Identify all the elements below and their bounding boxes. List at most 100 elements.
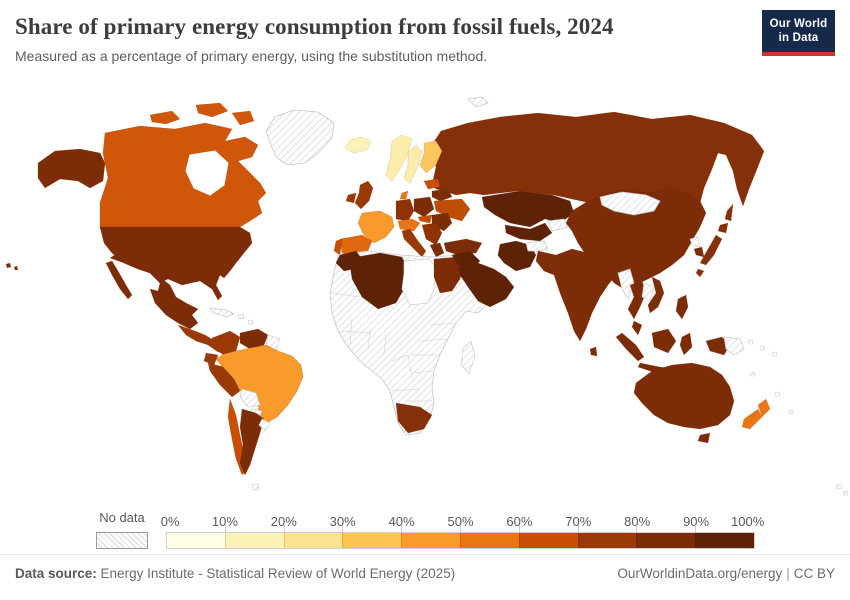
country-vietnam[interactable] xyxy=(647,276,665,314)
country-finland[interactable] xyxy=(419,140,443,174)
legend-color-bar xyxy=(166,525,755,549)
legend-bin[interactable] xyxy=(577,525,637,548)
country-ukraine[interactable] xyxy=(433,198,471,222)
region-kyrgyzstan-tajikistan[interactable] xyxy=(547,218,569,232)
legend-tick-label: 80% xyxy=(624,514,651,529)
country-malaysia[interactable] xyxy=(631,320,643,336)
country-usa-hawaii[interactable] xyxy=(6,263,18,270)
legend-bin[interactable] xyxy=(695,525,754,548)
data-source: Data source: Energy Institute - Statisti… xyxy=(15,566,455,581)
legend-no-data-swatch[interactable] xyxy=(96,532,148,549)
country-cuba[interactable] xyxy=(209,307,235,318)
country-japan[interactable] xyxy=(695,222,729,278)
caribbean-islands[interactable] xyxy=(237,313,254,325)
country-poland[interactable] xyxy=(413,196,435,218)
region-baltic-states[interactable] xyxy=(423,178,441,190)
country-italy[interactable] xyxy=(401,228,427,258)
country-bolivia[interactable] xyxy=(239,388,261,408)
country-uruguay[interactable] xyxy=(258,418,271,432)
owid-logo[interactable]: Our World in Data xyxy=(762,10,835,56)
country-venezuela[interactable] xyxy=(239,328,269,350)
legend-bin[interactable] xyxy=(283,525,343,548)
country-canada-arctic-island-1[interactable] xyxy=(149,110,181,125)
legend-no-data-label: No data xyxy=(99,510,145,525)
country-canada[interactable] xyxy=(99,122,267,228)
chart-header: Share of primary energy consumption from… xyxy=(0,0,850,64)
country-philippines[interactable] xyxy=(675,294,689,320)
country-libya[interactable] xyxy=(401,258,437,306)
region-laos-cambodia[interactable] xyxy=(641,282,655,302)
legend-tick-label: 70% xyxy=(565,514,592,529)
legend-bin[interactable] xyxy=(401,525,460,548)
country-united-kingdom[interactable] xyxy=(354,180,374,210)
country-germany[interactable] xyxy=(395,198,415,222)
hudson-bay xyxy=(185,150,229,196)
region-central-europe[interactable] xyxy=(397,218,421,232)
country-canada-arctic-island-3[interactable] xyxy=(231,110,255,126)
legend-bin[interactable] xyxy=(636,525,696,548)
country-hungary[interactable] xyxy=(417,214,433,224)
legend-tick-label: 30% xyxy=(329,514,356,529)
legend-bin[interactable] xyxy=(167,533,225,548)
country-madagascar[interactable] xyxy=(460,340,476,374)
country-australia[interactable] xyxy=(633,362,735,430)
legend-bin[interactable] xyxy=(459,525,519,548)
pacific-islands[interactable] xyxy=(747,339,849,496)
legend-tick-label: 100% xyxy=(731,514,765,529)
page-title: Share of primary energy consumption from… xyxy=(15,14,614,39)
country-iceland[interactable] xyxy=(344,136,372,154)
country-myanmar[interactable] xyxy=(617,268,635,300)
legend-tick-label: 40% xyxy=(388,514,415,529)
country-greenland[interactable] xyxy=(265,109,335,166)
legend-bin[interactable] xyxy=(342,525,402,548)
legend-tick-labels: 0% 10% 20% 30% 40% 50% 60% 70% 80% 90% 100% xyxy=(161,509,765,529)
region-uzbekistan-turkmenistan[interactable] xyxy=(504,222,553,242)
country-papua-new-guinea[interactable] xyxy=(723,336,745,356)
legend-tick-label: 0% xyxy=(160,514,180,529)
country-afghanistan[interactable] xyxy=(525,240,549,252)
region-arabian-peninsula[interactable] xyxy=(457,262,515,308)
data-source-label: Data source: xyxy=(15,566,97,581)
falkland-islands[interactable] xyxy=(251,483,260,491)
legend-no-data[interactable]: No data xyxy=(96,510,148,549)
country-australia-tasmania[interactable] xyxy=(697,432,711,444)
country-sweden[interactable] xyxy=(403,144,423,184)
svalbard-islands[interactable] xyxy=(467,96,489,108)
chart-footer: Data source: Energy Institute - Statisti… xyxy=(0,554,850,600)
country-argentina[interactable] xyxy=(239,408,265,476)
legend-tick-label: 10% xyxy=(211,514,238,529)
country-usa[interactable] xyxy=(99,226,253,301)
country-brazil[interactable] xyxy=(215,344,304,425)
country-new-zealand[interactable] xyxy=(741,398,771,430)
country-usa-alaska[interactable] xyxy=(37,148,106,189)
legend-bin[interactable] xyxy=(224,525,284,548)
legend-bin[interactable] xyxy=(518,525,578,548)
world-choropleth-map xyxy=(0,93,850,508)
country-algeria[interactable] xyxy=(349,252,409,310)
owid-logo-line2: in Data xyxy=(778,32,819,45)
country-denmark[interactable] xyxy=(399,190,409,200)
country-ireland[interactable] xyxy=(345,192,357,204)
country-mongolia[interactable] xyxy=(599,191,661,216)
country-greece[interactable] xyxy=(429,242,445,258)
country-china[interactable] xyxy=(565,186,707,290)
country-belarus[interactable] xyxy=(431,188,453,202)
country-russia-sakhalin[interactable] xyxy=(724,203,734,222)
region-balkans[interactable] xyxy=(421,222,443,246)
country-iran[interactable] xyxy=(495,240,537,272)
country-canada-arctic-island-2[interactable] xyxy=(195,102,229,118)
legend-color-scale: 0% 10% 20% 30% 40% 50% 60% 70% 80% 90% 100% xyxy=(161,509,765,549)
country-south-africa[interactable] xyxy=(395,402,433,434)
owid-url-link[interactable]: OurWorldinData.org/energy xyxy=(617,566,783,581)
country-thailand[interactable] xyxy=(627,280,647,320)
legend-tick-label: 50% xyxy=(447,514,474,529)
country-norway[interactable] xyxy=(385,134,413,182)
owid-logo-line1: Our World xyxy=(769,18,828,30)
data-source-text: Energy Institute - Statistical Review of… xyxy=(100,566,456,581)
license-label: CC BY xyxy=(793,566,835,581)
country-turkey[interactable] xyxy=(443,238,483,256)
country-sri-lanka[interactable] xyxy=(589,346,598,357)
country-france[interactable] xyxy=(357,210,395,244)
country-mexico[interactable] xyxy=(105,252,199,330)
country-north-korea[interactable] xyxy=(689,236,701,248)
